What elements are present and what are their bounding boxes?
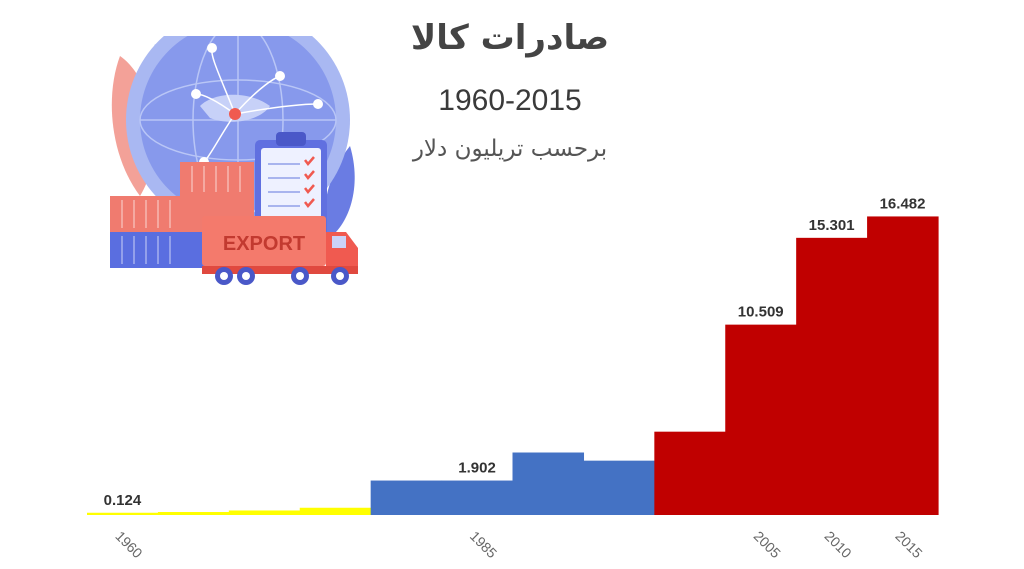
leaf-shape <box>323 146 355 241</box>
bar-2005 <box>725 324 797 515</box>
unit-label: برحسب تریلیون دلار <box>412 136 608 162</box>
bar-1970 <box>228 510 301 515</box>
page-title: صادرات کالا <box>410 18 610 58</box>
x-tick-2005: 2005 <box>751 528 784 561</box>
x-tick-labels-layer: 1960 1985 2005 2010 2015 <box>112 528 926 561</box>
truck-icon: EXPORT <box>202 216 358 285</box>
data-label-1985: 1.902 <box>458 460 496 477</box>
bar-1975 <box>299 507 372 515</box>
data-label-2015: 16.482 <box>880 195 926 212</box>
bar-1995 <box>583 460 655 515</box>
bars-layer <box>87 216 939 515</box>
bar-2010 <box>796 237 868 515</box>
data-label-2005: 10.509 <box>738 304 784 321</box>
bar-2000 <box>654 431 726 515</box>
x-tick-2015: 2015 <box>892 528 925 561</box>
data-label-2010: 15.301 <box>809 217 855 234</box>
truck-export-label: EXPORT <box>223 233 305 255</box>
chart-subtitle: 1960-2015 <box>438 84 582 117</box>
x-tick-1985: 1985 <box>467 528 500 561</box>
network-nodes <box>191 43 323 167</box>
data-labels-layer: 0.124 1.902 10.509 15.301 16.482 <box>104 195 926 508</box>
export-illustration: EXPORT <box>110 36 358 285</box>
location-marker <box>229 108 241 120</box>
data-label-1960: 0.124 <box>104 492 142 509</box>
bar-2015 <box>867 216 939 515</box>
x-tick-2010: 2010 <box>822 528 855 561</box>
bar-1980 <box>370 480 443 515</box>
bar-1985 <box>441 480 514 515</box>
x-tick-1960: 1960 <box>112 528 145 561</box>
clipboard-icon <box>255 132 327 240</box>
bar-1960 <box>87 512 159 515</box>
bar-1965 <box>157 512 230 515</box>
bar-1990 <box>512 452 585 515</box>
